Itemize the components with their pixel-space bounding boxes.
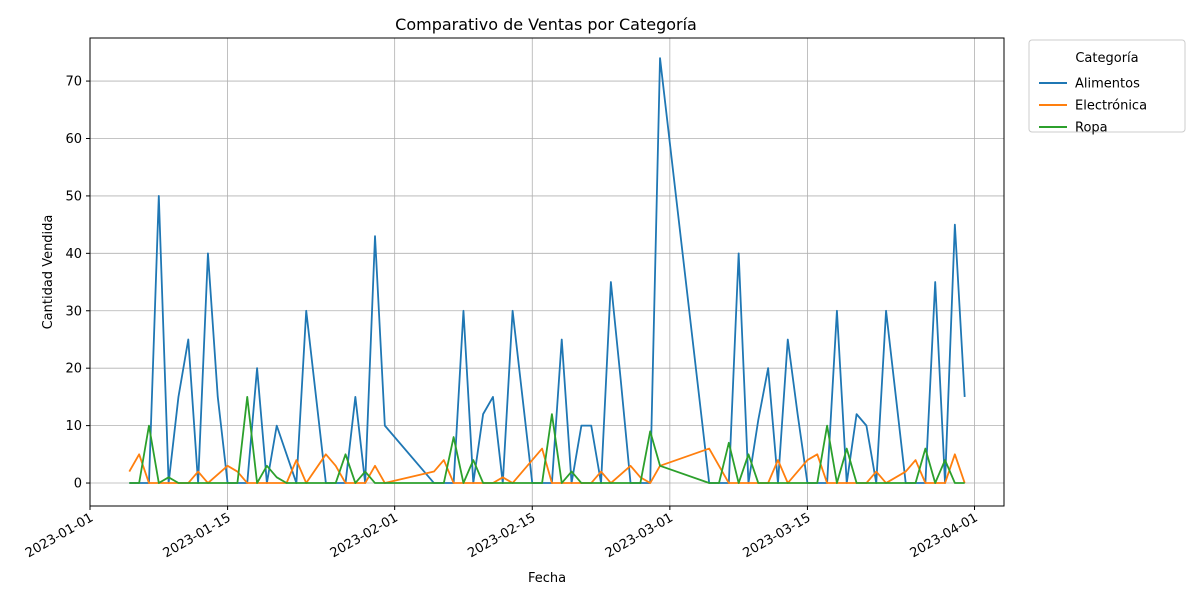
legend-label: Alimentos (1075, 77, 1140, 92)
chart-title: Comparativo de Ventas por Categoría (395, 15, 697, 34)
series-line-2 (129, 396, 965, 484)
series-line-0 (129, 57, 966, 484)
y-tick-label: 60 (65, 132, 82, 147)
x-axis-label: Fecha (528, 571, 566, 586)
plot-area-frame (89, 37, 1005, 507)
y-tick-label: 0 (74, 477, 82, 492)
legend-frame (1028, 39, 1186, 133)
y-tick-label: 10 (65, 419, 82, 434)
y-axis-label: Cantidad Vendida (41, 215, 56, 330)
y-tick-label: 40 (65, 247, 82, 262)
y-tick-label: 30 (65, 304, 82, 319)
legend-items: Alimentos Electrónica Ropa (1039, 77, 1147, 136)
legend: Categoría Alimentos Electrónica Ropa (1028, 39, 1186, 136)
grid-lines (89, 38, 1004, 506)
y-tick-label: 50 (65, 189, 82, 204)
legend-label: Electrónica (1075, 99, 1147, 114)
legend-title: Categoría (1075, 51, 1138, 66)
series-lines (128, 57, 966, 484)
y-tick-label: 20 (65, 362, 82, 377)
series-line-1 (128, 447, 966, 484)
legend-label: Ropa (1075, 121, 1108, 136)
y-tick-label: 70 (65, 75, 82, 90)
